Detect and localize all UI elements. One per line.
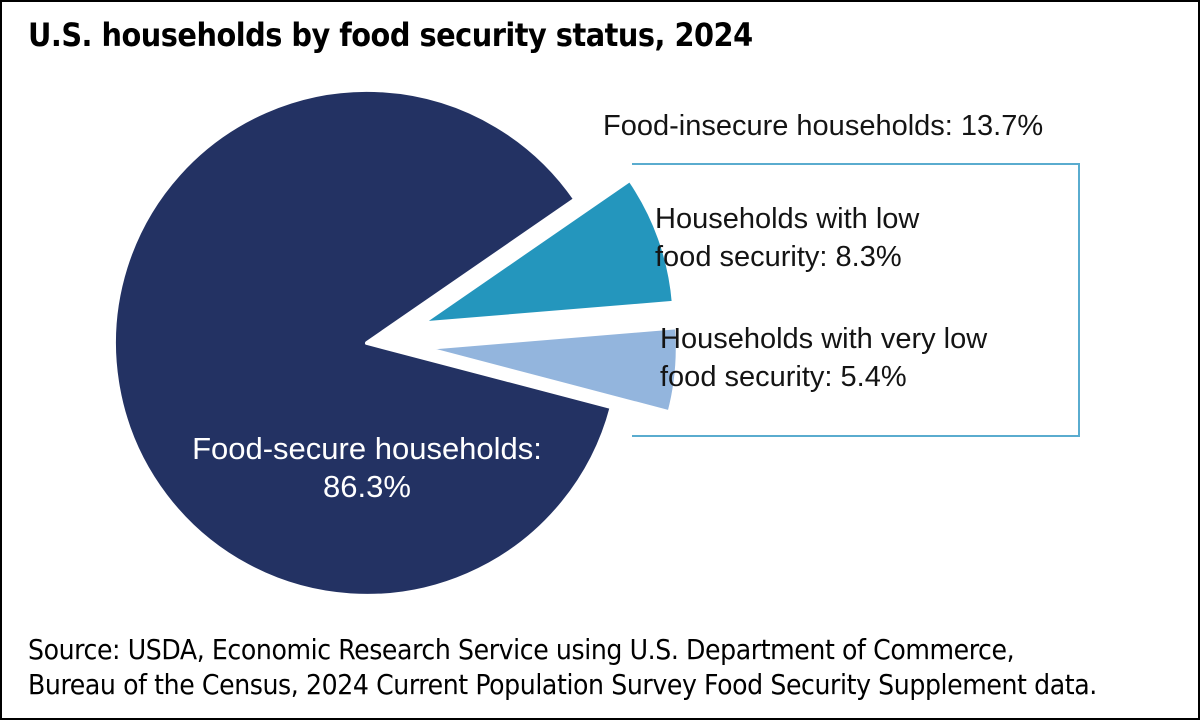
low-food-security-label-line1: Households with low (655, 203, 920, 235)
source-note-line2: Bureau of the Census, 2024 Current Popul… (28, 668, 1097, 701)
food-insecure-group-label: Food-insecure households: 13.7% (603, 110, 1044, 142)
food-secure-slice-label-line1: Food-secure households: (192, 431, 542, 466)
very-low-food-security-label: Households with very low food security: … (660, 320, 987, 396)
source-note-line1: Source: USDA, Economic Research Service … (28, 633, 1015, 666)
very-low-food-security-label-line1: Households with very low (660, 323, 988, 355)
chart-title: U.S. households by food security status,… (28, 16, 753, 54)
low-food-security-label-line2: food security: 8.3% (655, 241, 902, 273)
food-secure-slice-label: Food-secure households: 86.3% (187, 430, 547, 506)
very-low-food-security-label-line2: food security: 5.4% (660, 361, 907, 393)
source-note: Source: USDA, Economic Research Service … (28, 632, 1097, 702)
food-insecure-callout-box (632, 163, 1080, 437)
food-secure-slice-label-value: 86.3% (323, 469, 411, 504)
pie-slice-food-secure-households (112, 87, 614, 598)
low-food-security-label: Households with low food security: 8.3% (655, 200, 919, 276)
